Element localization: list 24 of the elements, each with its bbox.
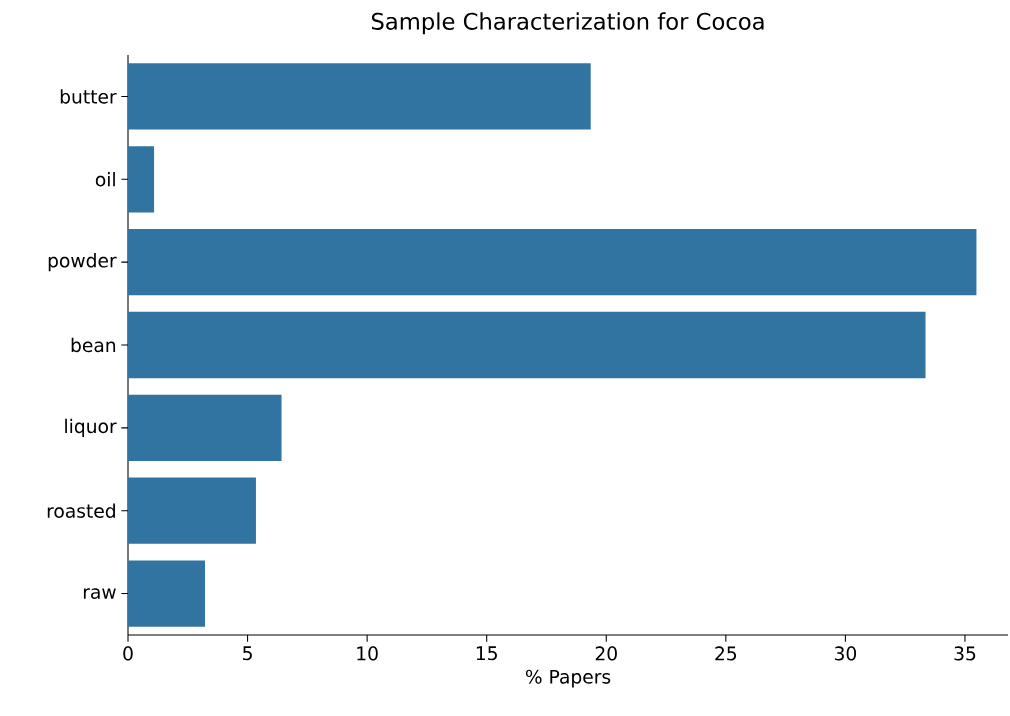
- bar: [128, 311, 926, 379]
- y-tick-label: raw: [83, 588, 116, 599]
- x-tick-label: 5: [243, 646, 252, 661]
- x-tick-label: 15: [476, 646, 497, 661]
- bar: [128, 560, 205, 627]
- y-tick-label: butter: [60, 89, 117, 104]
- bar: [128, 146, 155, 213]
- y-tick-label: liquor: [65, 418, 117, 437]
- x-tick-label: 10: [357, 646, 378, 661]
- bar: [128, 394, 282, 461]
- chart-title: Sample Characterization for Cocoa: [371, 12, 764, 35]
- y-tick-label: powder: [48, 253, 117, 272]
- bar: [128, 63, 591, 130]
- bar: [128, 477, 256, 544]
- y-tick-label: bean: [71, 337, 116, 353]
- y-tick-label: roasted: [47, 503, 115, 518]
- y-tick-label: oil: [95, 172, 115, 187]
- x-tick-label: 25: [715, 646, 737, 661]
- bar: [128, 229, 977, 296]
- x-axis-title: % Papers: [525, 669, 611, 688]
- x-tick-label: 35: [954, 646, 976, 661]
- x-tick-label: 0: [123, 646, 133, 661]
- x-tick-label: 30: [834, 646, 857, 661]
- x-tick-label: 20: [595, 646, 617, 661]
